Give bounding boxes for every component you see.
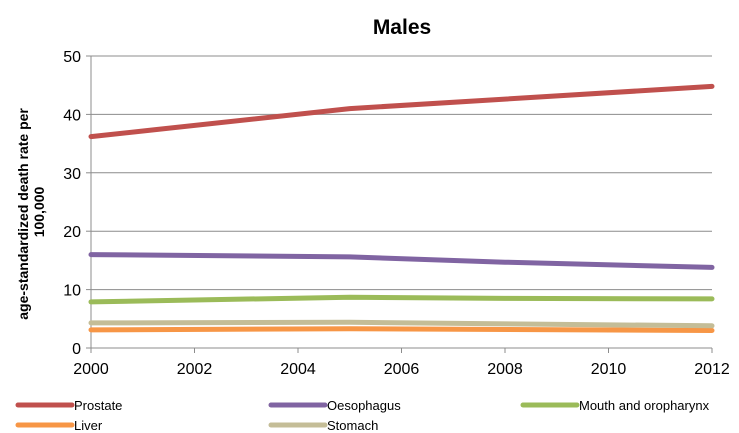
- legend-item: Mouth and oropharynx: [520, 398, 710, 413]
- y-tick-label: 50: [63, 49, 81, 66]
- y-axis-label-line-1: age-standardized death rate per: [15, 108, 31, 320]
- legend-label: Oesophagus: [327, 398, 401, 413]
- series-line: [88, 294, 715, 305]
- x-tick-label: 2000: [73, 361, 109, 378]
- y-tick-label: 40: [63, 107, 81, 124]
- legend-item: Oesophagus: [268, 398, 401, 413]
- y-axis-label-line-2: 100,000: [31, 186, 47, 237]
- legend-label: Mouth and oropharynx: [579, 398, 710, 413]
- x-tick-label: 2012: [694, 361, 730, 378]
- legend-label: Prostate: [74, 398, 122, 413]
- y-tick-label: 10: [63, 283, 81, 300]
- gridlines: [91, 55, 712, 291]
- series-line: [88, 326, 715, 333]
- series-line: [88, 83, 715, 140]
- legend-item: Liver: [15, 418, 103, 433]
- legend-item: Prostate: [15, 398, 122, 413]
- y-tick-labels: 0 10 20 30 40 50: [63, 49, 81, 358]
- x-tick-labels: 2000 2002 2004 2006 2008 2010 2012: [73, 361, 730, 378]
- x-tick-label: 2004: [280, 361, 316, 378]
- x-tick-label: 2010: [591, 361, 627, 378]
- x-tick-label: 2006: [384, 361, 420, 378]
- y-tick-label: 0: [72, 341, 81, 358]
- axes: [86, 55, 713, 353]
- series-lines: [88, 83, 715, 333]
- x-tick-label: 2002: [177, 361, 213, 378]
- y-tick-label: 20: [63, 224, 81, 241]
- legend-label: Stomach: [327, 418, 378, 433]
- series-line: [88, 319, 715, 329]
- x-tick-label: 2008: [487, 361, 523, 378]
- legend-item: Stomach: [268, 418, 378, 433]
- chart-title: Males: [373, 16, 431, 39]
- y-axis-label: age-standardized death rate per 100,000: [15, 104, 47, 320]
- legend: Prostate Oesophagus Mouth and oropharynx Li…: [15, 398, 710, 433]
- series-line: [88, 252, 715, 270]
- y-tick-label: 30: [63, 166, 81, 183]
- legend-label: Liver: [74, 418, 103, 433]
